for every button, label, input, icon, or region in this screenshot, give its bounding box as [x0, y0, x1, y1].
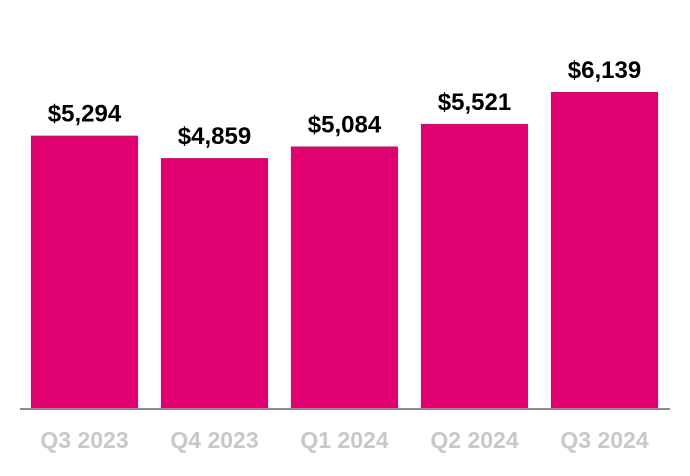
x-tick-labels: Q3 2023 Q4 2023 Q1 2024 Q2 2024 Q3 2024: [40, 427, 648, 453]
bars-layer: [31, 92, 658, 409]
bar-q4-2023: [161, 158, 268, 409]
x-tick-label-q1-2024: Q1 2024: [300, 427, 388, 453]
x-tick-label-q3-2023: Q3 2023: [40, 427, 128, 453]
value-label-q3-2023: $5,294: [48, 101, 122, 128]
x-tick-label-q4-2023: Q4 2023: [170, 427, 258, 453]
bar-q3-2023: [31, 135, 138, 409]
value-label-q1-2024: $5,084: [308, 111, 382, 138]
bar-q1-2024: [291, 146, 398, 409]
x-tick-label-q3-2024: Q3 2024: [560, 427, 648, 453]
value-label-q4-2023: $4,859: [178, 123, 251, 150]
x-tick-label-q2-2024: Q2 2024: [430, 427, 518, 453]
value-labels-layer: $5,294 $4,859 $5,084 $5,521 $6,139: [48, 57, 641, 150]
value-label-q3-2024: $6,139: [568, 57, 641, 84]
bar-q2-2024: [421, 123, 528, 409]
value-label-q2-2024: $5,521: [438, 89, 511, 116]
bar-q3-2024: [551, 92, 658, 409]
